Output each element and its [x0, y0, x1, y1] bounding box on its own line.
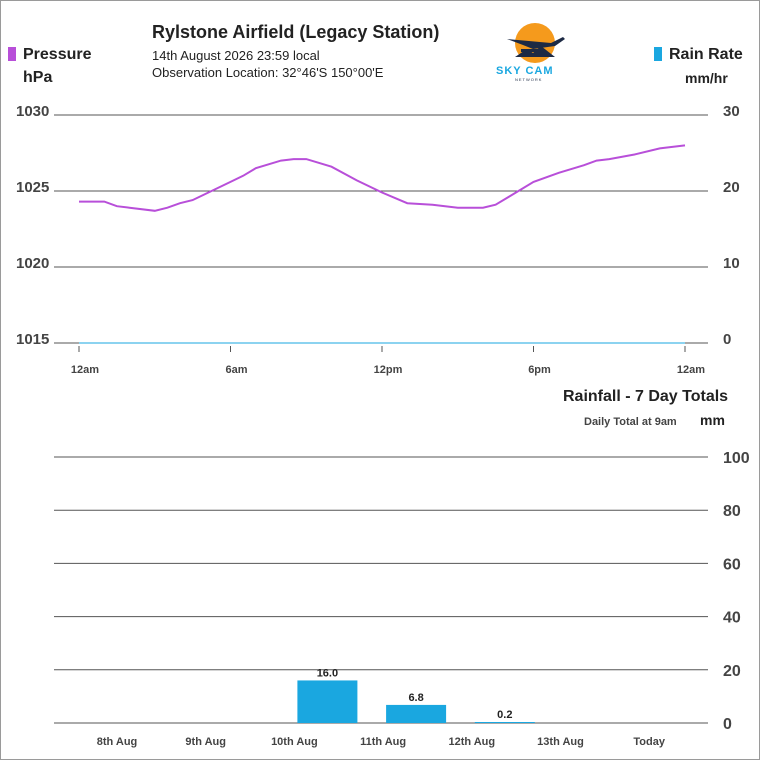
x-axis-category-label: 12th Aug: [448, 736, 495, 748]
y-axis-tick-label: 80: [723, 503, 741, 520]
y-axis-left-tick-label: 1025: [16, 179, 49, 196]
x-axis-category-label: Today: [633, 736, 665, 748]
logo-text: SKY CAM: [496, 65, 554, 77]
sky-cam-logo: [507, 23, 565, 63]
pressure-series-line: [79, 144, 686, 212]
y-axis-tick-label: 20: [723, 663, 741, 680]
bar-value-label: 16.0: [317, 667, 338, 679]
y-axis-left-tick-label: 1020: [16, 255, 49, 272]
x-axis-category-label: 11th Aug: [360, 736, 406, 748]
bar-value-label: 6.8: [408, 692, 423, 704]
observation-location: Observation Location: 32°46'S 150°00'E: [152, 65, 384, 80]
pressure-legend-label: Pressure: [23, 46, 92, 63]
rainfall-title: Rainfall - 7 Day Totals: [563, 388, 729, 405]
rain-rate-legend-label: Rain Rate: [669, 46, 743, 63]
y-axis-tick-label: 60: [723, 556, 741, 573]
rainfall-chart: 100 80 60 40 20 0 8th Aug 9th Aug 16.0 10th Aug 6.…: [54, 450, 750, 748]
bar-value-label: 0.2: [497, 709, 512, 721]
rainfall-bar: [297, 680, 358, 723]
y-axis-left-tick-label: 1030: [16, 103, 49, 120]
y-axis-left-tick-label: 1015: [16, 331, 49, 348]
x-axis-category-label: 9th Aug: [185, 736, 226, 748]
rainfall-bar: [474, 722, 535, 723]
rain-rate-legend-swatch: [654, 47, 662, 61]
x-axis-category-label: 13th Aug: [537, 736, 584, 748]
x-axis-tick-label: 6pm: [528, 364, 551, 376]
x-axis-category-label: 8th Aug: [97, 736, 138, 748]
logo-plane-icon: [507, 37, 565, 49]
rain-rate-unit-label: mm/hr: [685, 70, 728, 86]
observation-date: 14th August 2026 23:59 local: [152, 48, 320, 63]
y-axis-right-tick-label: 0: [723, 331, 731, 348]
x-axis-category-label: 10th Aug: [271, 736, 318, 748]
y-axis-tick-label: 40: [723, 610, 741, 627]
y-axis-right-tick-label: 30: [723, 103, 740, 120]
y-axis-tick-label: 100: [723, 450, 750, 467]
x-axis-tick-label: 12pm: [374, 364, 403, 376]
logo-subtext: NETWORK: [515, 77, 543, 82]
x-axis-tick-label: 12am: [71, 364, 99, 376]
y-axis-tick-label: 0: [723, 716, 732, 733]
y-axis-right-tick-label: 20: [723, 179, 740, 196]
station-title: Rylstone Airfield (Legacy Station): [152, 22, 440, 42]
pressure-chart: 1030 30 1025 20 1020 10 1015 0 12am 6am 12pm 6pm 12a…: [16, 103, 740, 376]
rainfall-note: Daily Total at 9am: [584, 416, 677, 428]
x-axis-tick-label: 6am: [225, 364, 247, 376]
pressure-legend-swatch: [8, 47, 16, 61]
pressure-unit-label: hPa: [23, 69, 53, 86]
x-axis-tick-label: 12am: [677, 364, 705, 376]
y-axis-right-tick-label: 10: [723, 255, 740, 272]
rainfall-bar: [386, 704, 447, 723]
rainfall-unit: mm: [700, 412, 725, 428]
